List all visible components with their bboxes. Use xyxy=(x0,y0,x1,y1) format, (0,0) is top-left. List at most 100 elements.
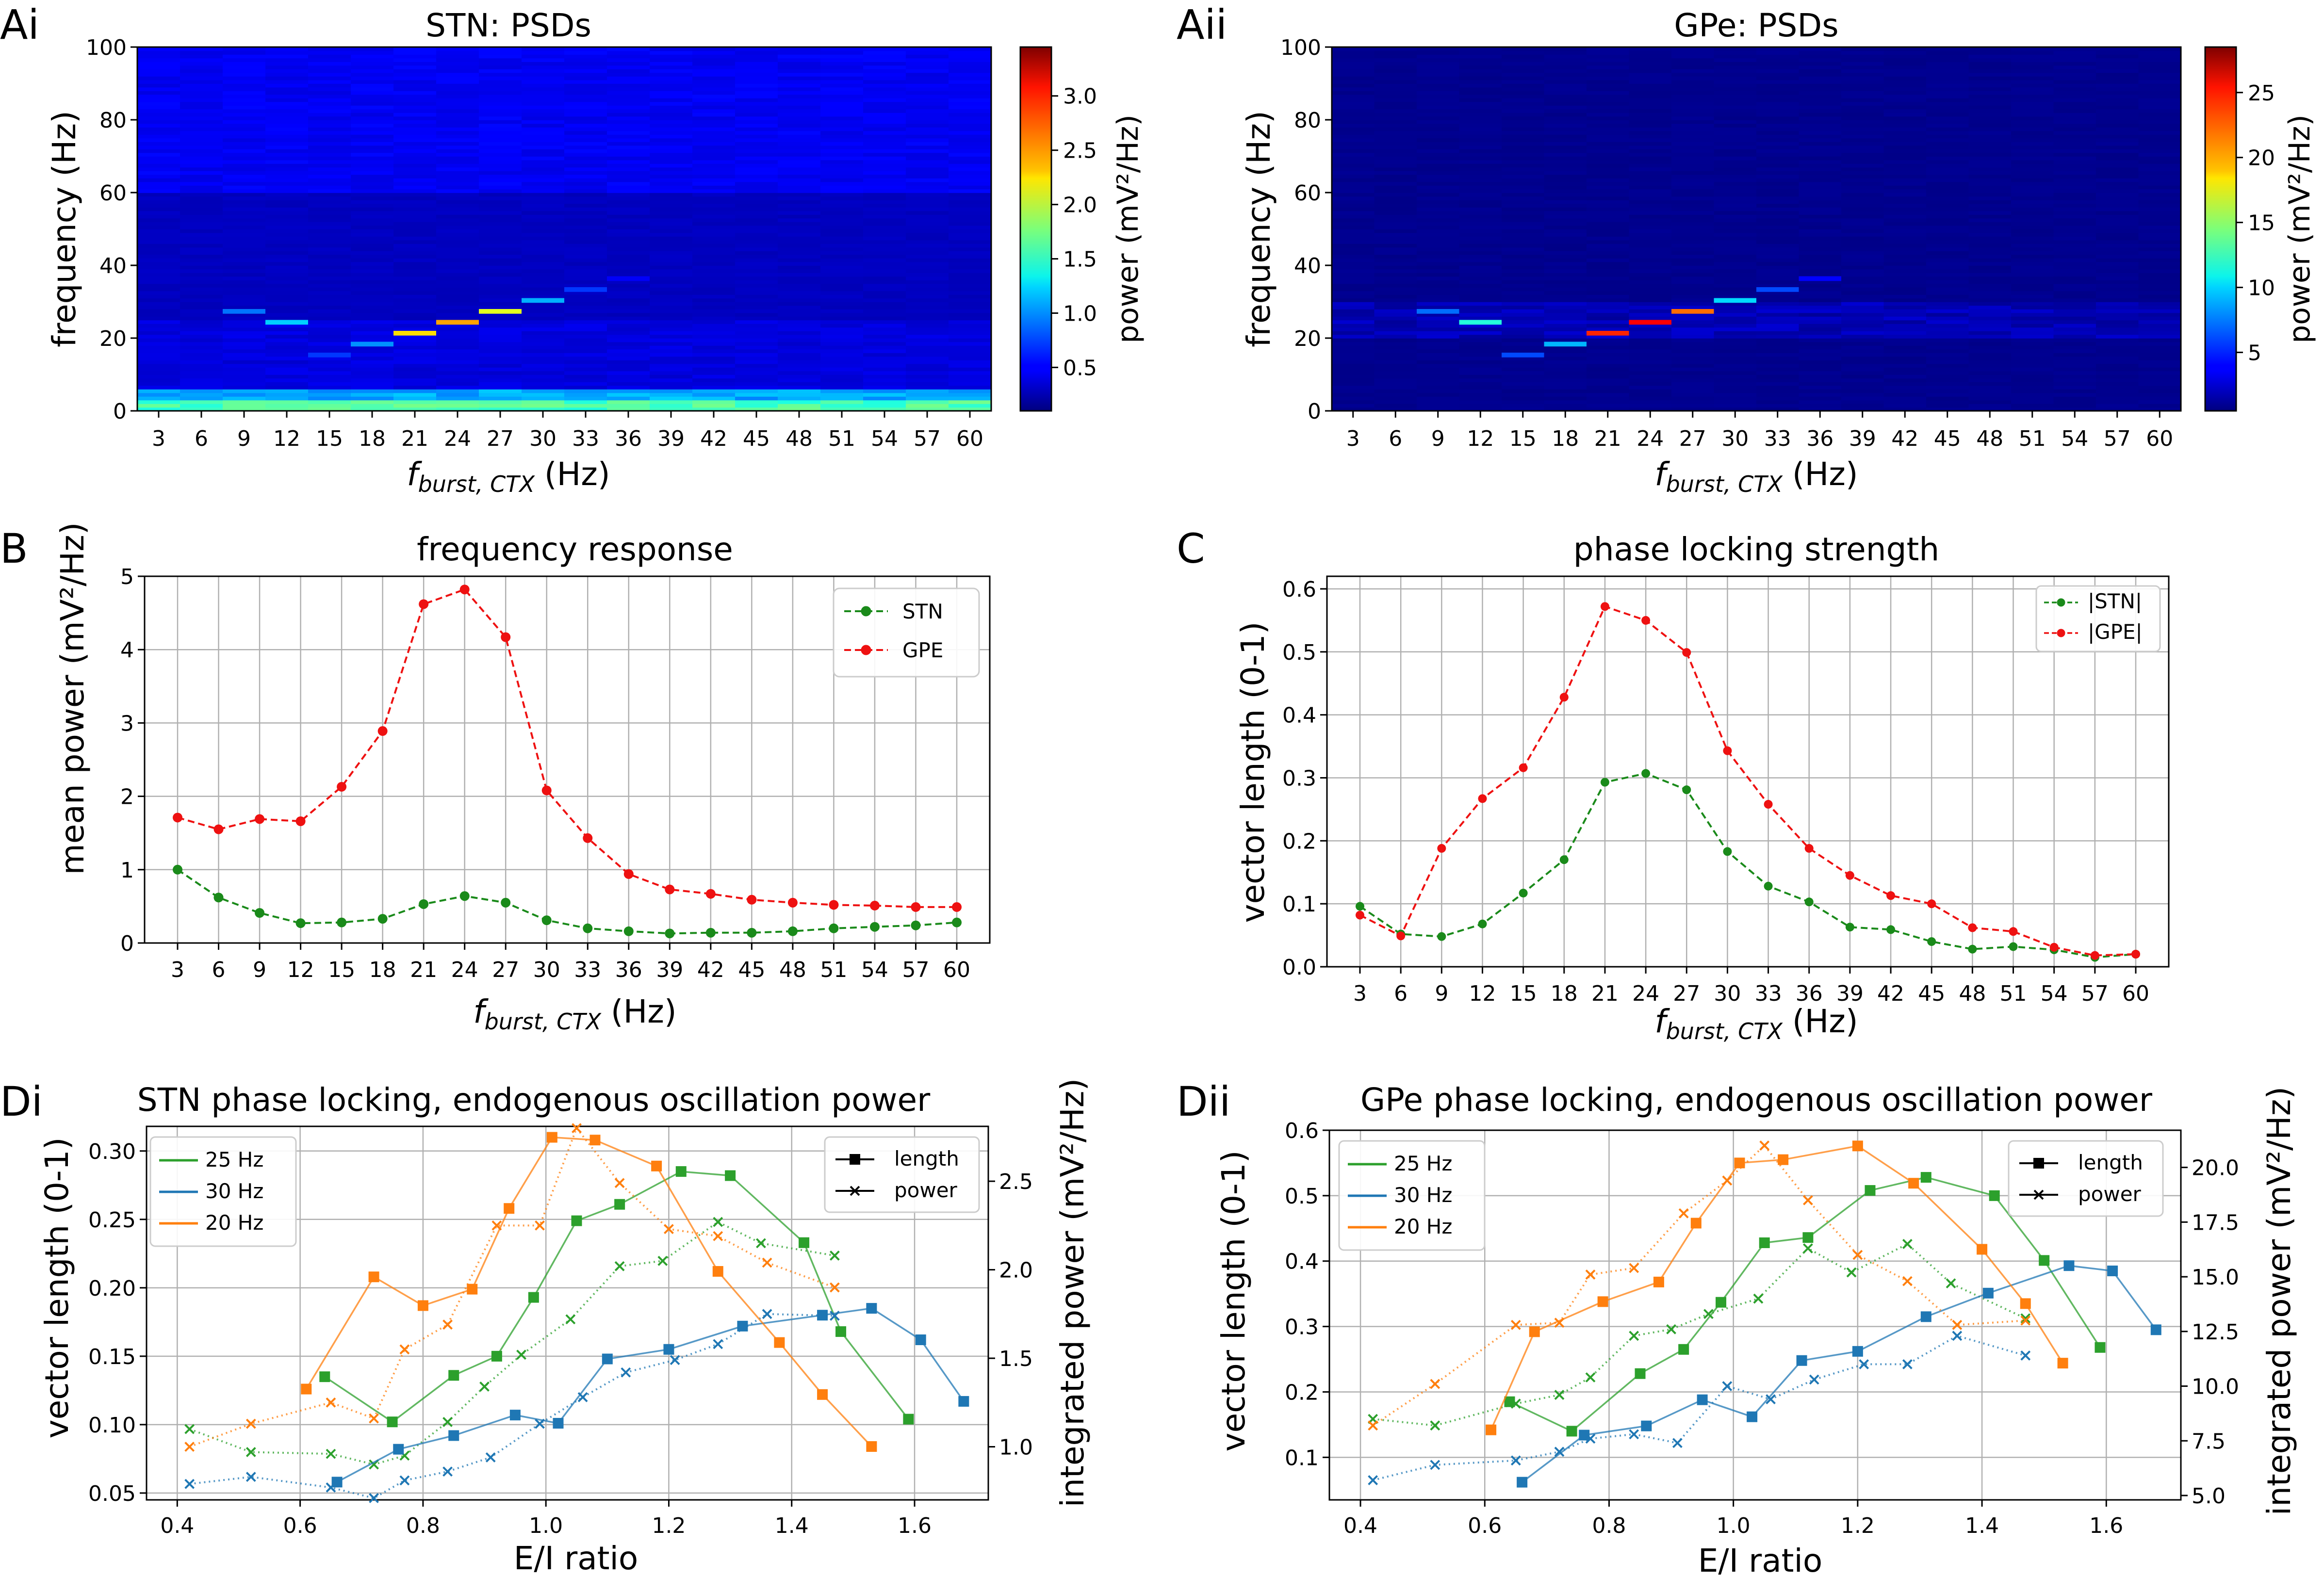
heatmap-cell xyxy=(1587,312,1630,317)
heatmap-cell xyxy=(1841,207,1884,211)
heatmap-cell xyxy=(1629,400,1672,404)
heatmap-cell xyxy=(522,341,565,346)
heatmap-cell xyxy=(1417,222,1460,226)
heatmap-cell xyxy=(735,341,778,346)
heatmap-cell xyxy=(1502,152,1545,157)
heatmap-cell xyxy=(820,127,864,131)
xtick-label: 57 xyxy=(914,426,941,451)
heatmap-cell xyxy=(650,62,693,66)
heatmap-cell xyxy=(906,327,949,331)
xtick-label: 42 xyxy=(697,958,724,982)
heatmap-cell xyxy=(1587,254,1630,259)
heatmap-cell xyxy=(692,356,736,360)
heatmap-cell xyxy=(1332,341,1375,346)
heatmap-cell xyxy=(223,225,266,229)
heatmap-cell xyxy=(308,200,351,204)
heatmap-cell xyxy=(223,273,266,277)
heatmap-cell xyxy=(949,280,992,284)
heatmap-cell xyxy=(1374,382,1417,386)
heatmap-cell xyxy=(2096,207,2139,211)
heatmap-cell xyxy=(479,145,522,149)
heatmap-cell xyxy=(351,396,394,401)
heatmap-cell xyxy=(1459,142,1502,146)
heatmap-cell xyxy=(265,218,309,222)
heatmap-cell xyxy=(1544,261,1587,266)
heatmap-cell xyxy=(1714,276,1757,280)
heatmap-cell xyxy=(1332,324,1375,328)
heatmap-cell xyxy=(906,69,949,73)
heatmap-cell xyxy=(180,130,223,135)
heatmap-cell xyxy=(1459,189,1502,193)
heatmap-cell xyxy=(1629,283,1672,288)
heatmap-cell xyxy=(180,389,223,393)
heatmap-cell xyxy=(564,244,607,248)
heatmap-cell xyxy=(650,178,693,182)
heatmap-cell xyxy=(265,130,309,135)
heatmap-cell xyxy=(906,76,949,81)
power-marker xyxy=(399,1475,410,1486)
heatmap-cell xyxy=(2053,396,2096,401)
heatmap-cell xyxy=(1417,62,1460,66)
heatmap-cell xyxy=(650,385,693,390)
heatmap-cell xyxy=(2096,196,2139,200)
heatmap-cell xyxy=(137,276,180,280)
heatmap-cell xyxy=(436,200,479,204)
heatmap-cell xyxy=(1968,269,2012,273)
heatmap-cell xyxy=(1926,98,1969,102)
heatmap-cell xyxy=(949,196,992,200)
heatmap-cell xyxy=(863,324,906,328)
heatmap-cell xyxy=(650,149,693,153)
heatmap-cell xyxy=(137,232,180,237)
heatmap-cell xyxy=(393,189,437,193)
heatmap-cell xyxy=(180,185,223,190)
heatmap-cell xyxy=(308,305,351,309)
data-point xyxy=(1927,899,1936,909)
heatmap-cell xyxy=(1459,400,1502,404)
heatmap-cell xyxy=(1459,294,1502,299)
heatmap-cell xyxy=(1714,185,1757,190)
heatmap-cell xyxy=(906,189,949,193)
heatmap-cell xyxy=(393,298,437,302)
data-point xyxy=(337,781,347,792)
heatmap-cell xyxy=(265,120,309,124)
heatmap-cell xyxy=(2053,276,2096,280)
heatmap-cell xyxy=(820,374,864,379)
heatmap-cell xyxy=(223,171,266,175)
heatmap-cell xyxy=(949,363,992,368)
heatmap-cell xyxy=(778,382,821,386)
heatmap-cell xyxy=(906,280,949,284)
heatmap-cell xyxy=(479,163,522,168)
heatmap-cell xyxy=(351,280,394,284)
heatmap-cell xyxy=(180,276,223,280)
heatmap-cell xyxy=(1374,367,1417,372)
heatmap-cell xyxy=(1502,280,1545,284)
heatmap-cell xyxy=(564,189,607,193)
heatmap-cell xyxy=(1459,160,1502,164)
heatmap-cell xyxy=(479,113,522,117)
heatmap-cell xyxy=(863,138,906,142)
heatmap-cell xyxy=(1374,294,1417,299)
heatmap-cell xyxy=(393,236,437,241)
heatmap-cell xyxy=(1459,218,1502,222)
heatmap-cell xyxy=(1374,280,1417,284)
heatmap-cell xyxy=(180,109,223,113)
heatmap-cell xyxy=(820,196,864,200)
heatmap-cell xyxy=(1459,324,1502,328)
heatmap-cell xyxy=(1502,163,1545,168)
heatmap-aii xyxy=(1332,47,2181,411)
heatmap-cell xyxy=(1883,163,1927,168)
heatmap-cell xyxy=(1374,341,1417,346)
heatmap-cell xyxy=(607,222,650,226)
heatmap-cell xyxy=(1629,138,1672,142)
heatmap-cell xyxy=(1799,222,1842,226)
heatmap-cell xyxy=(479,392,522,397)
colorbar-tick-label: 5 xyxy=(2248,341,2261,365)
length-marker xyxy=(737,1320,748,1332)
heatmap-cell xyxy=(1374,320,1417,324)
data-point xyxy=(1356,902,1364,911)
heatmap-cell xyxy=(863,232,906,237)
heatmap-cell xyxy=(1926,309,1969,313)
heatmap-cell xyxy=(1756,382,1800,386)
panel-label-di: Di xyxy=(0,1078,43,1125)
xtick-label: 57 xyxy=(2104,426,2131,451)
